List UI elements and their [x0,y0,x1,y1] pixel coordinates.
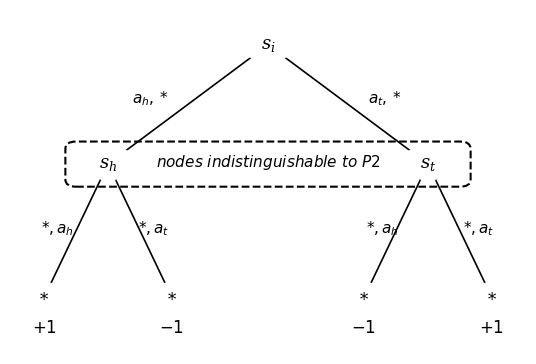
Text: $*$: $*$ [39,289,49,306]
Text: $*$: $*$ [487,289,497,306]
Ellipse shape [239,29,297,60]
Text: $a_h, *$: $a_h, *$ [132,90,169,108]
Text: $s_t$: $s_t$ [420,155,436,173]
Text: $-1$: $-1$ [352,319,376,337]
Ellipse shape [337,283,391,312]
Text: nodes indistinguishable to $P2$: nodes indistinguishable to $P2$ [155,153,381,172]
Text: $*, a_t$: $*, a_t$ [138,219,169,238]
Text: $*, a_h$: $*, a_h$ [366,219,399,238]
Ellipse shape [397,148,459,180]
Text: $s_h$: $s_h$ [99,155,117,173]
Text: $a_t, *$: $a_t, *$ [368,90,403,108]
Text: $*, a_h$: $*, a_h$ [41,219,74,238]
Ellipse shape [77,148,139,180]
Text: $+1$: $+1$ [32,319,57,337]
Text: $s_i$: $s_i$ [260,36,276,54]
Ellipse shape [145,283,199,312]
Text: $+1$: $+1$ [479,319,504,337]
Text: $*$: $*$ [167,289,177,306]
Ellipse shape [465,283,519,312]
Text: $-1$: $-1$ [160,319,184,337]
Ellipse shape [17,283,71,312]
Text: $*, a_t$: $*, a_t$ [463,219,494,238]
Text: $*$: $*$ [359,289,369,306]
